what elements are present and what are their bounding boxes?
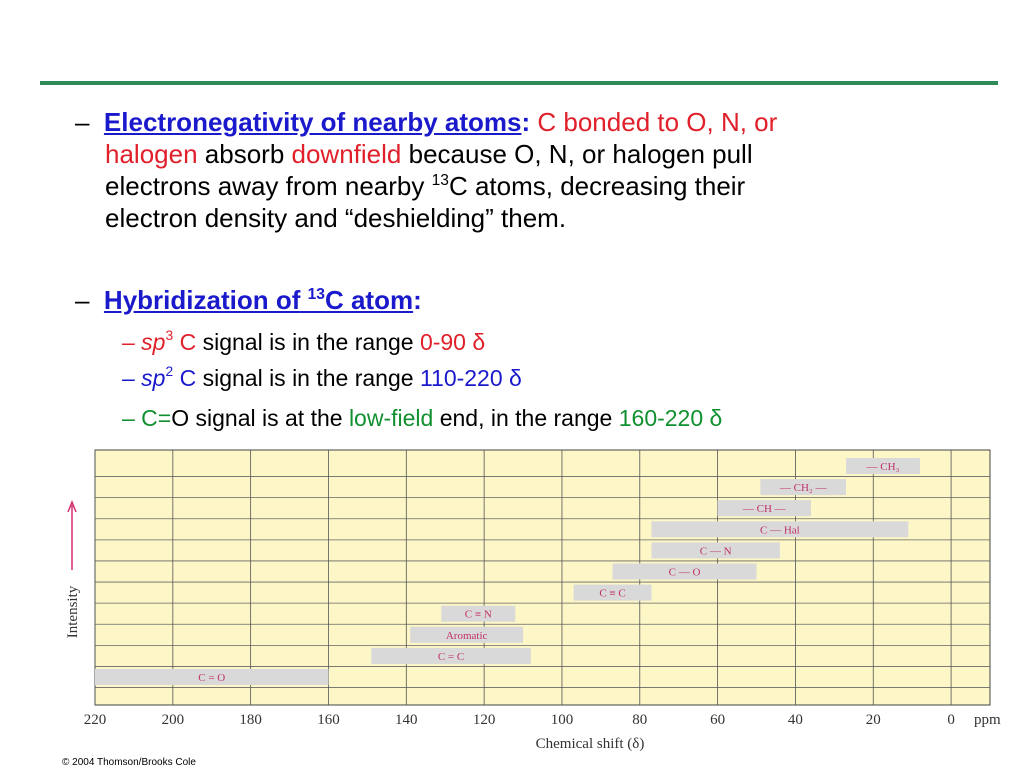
text: C: [179, 365, 197, 391]
text: downfield: [291, 139, 402, 169]
copyright: © 2004 Thomson/Brooks Cole: [62, 757, 196, 768]
text: signal is in the range: [202, 329, 414, 355]
range-bar: [441, 605, 516, 622]
x-tick-label: 140: [395, 712, 418, 728]
text: low-field: [348, 405, 434, 431]
bar-label: — CH —: [742, 503, 787, 515]
text: – sp: [122, 365, 166, 391]
x-unit: ppm: [974, 712, 1001, 728]
sub-bullet: – sp3 C signal is in the range 0-90 δ: [122, 327, 485, 357]
x-tick-label: 200: [162, 712, 185, 728]
x-tick-label: 100: [551, 712, 574, 728]
bar-label: C — O: [669, 567, 701, 579]
range-bar: [573, 584, 652, 601]
bar-label: C ≡ N: [465, 609, 492, 621]
x-axis-label: Chemical shift (δ): [536, 736, 645, 752]
bar-label: C — Hal: [760, 524, 800, 536]
bullet-line: – Electronegativity of nearby atoms: C b…: [75, 107, 777, 137]
text: absorb: [204, 139, 285, 169]
sub-bullet: – C=O signal is at the low-field end, in…: [122, 403, 722, 433]
text: C bonded to O, N, or: [537, 107, 778, 137]
text: C atom: [324, 285, 414, 315]
range-bar: [651, 542, 780, 559]
bullet-line: – Hybridization of 13C atom:: [75, 285, 422, 315]
sub-bullet: – sp2 C signal is in the range 110-220 δ: [122, 363, 522, 393]
bar-label: — CH₂ —: [779, 482, 828, 494]
text: halogen: [105, 139, 198, 169]
bar-label: C = O: [198, 672, 225, 684]
x-tick-label: 220: [84, 712, 107, 728]
range: 0-90 δ: [419, 329, 486, 355]
x-tick-label: 20: [866, 712, 881, 728]
range-bar: [371, 647, 531, 664]
colon: :: [413, 285, 422, 315]
x-tick-label: 40: [788, 712, 803, 728]
range-bar: [717, 500, 811, 517]
arrow-head: [67, 499, 77, 513]
range-bar: [651, 521, 909, 538]
range: 160-220 δ: [618, 405, 723, 431]
term: – C=: [122, 405, 172, 431]
term: – sp3 C: [122, 329, 196, 355]
text: signal is in the range: [202, 365, 414, 391]
bar-label: C = C: [438, 651, 464, 663]
x-tick-label: 180: [239, 712, 262, 728]
term: – sp2 C: [122, 365, 196, 391]
text: electron density and “deshielding” them.: [105, 203, 567, 233]
heading: Hybridization of 13C atom: [104, 285, 413, 315]
text: – sp: [122, 329, 166, 355]
colon: :: [521, 107, 531, 137]
bullet-line: halogen absorb downfield because O, N, o…: [105, 139, 753, 169]
range-bar: [95, 669, 329, 685]
bar-label: Aromatic: [446, 630, 488, 642]
text: Hybridization of: [103, 285, 301, 315]
sup: 2: [165, 364, 174, 379]
range-bar: [760, 479, 847, 496]
text: end, in the range: [439, 405, 613, 431]
text: because O, N, or halogen pull: [408, 139, 753, 169]
x-tick-label: 120: [473, 712, 496, 728]
x-tick-label: 60: [710, 712, 725, 728]
range-bar: [410, 626, 524, 643]
bar-label: C ≡ C: [599, 588, 625, 600]
range-bar: [612, 563, 757, 580]
bullet-line: electrons away from nearby 13C atoms, de…: [105, 171, 745, 201]
text: electrons away from nearby: [105, 171, 425, 201]
sup: 13: [431, 172, 449, 189]
x-tick-label: 80: [632, 712, 647, 728]
y-axis-label: Intensity: [65, 585, 81, 638]
text: O signal is at the: [171, 405, 343, 431]
dash: –: [75, 107, 90, 137]
heading: Electronegativity of nearby atoms: [103, 107, 522, 137]
text: C: [179, 329, 197, 355]
bullet-line: electron density and “deshielding” them.: [105, 203, 566, 233]
bar-label: — CH₃: [866, 461, 900, 473]
range: 110-220 δ: [419, 365, 522, 391]
range-bar: [846, 458, 920, 474]
bar-label: C — N: [700, 545, 732, 557]
sup: 3: [165, 328, 174, 343]
dash: –: [75, 285, 90, 315]
x-tick-label: 0: [947, 712, 955, 728]
x-tick-label: 160: [317, 712, 340, 728]
text: C atoms, decreasing their: [448, 171, 746, 201]
sup: 13: [307, 286, 325, 303]
